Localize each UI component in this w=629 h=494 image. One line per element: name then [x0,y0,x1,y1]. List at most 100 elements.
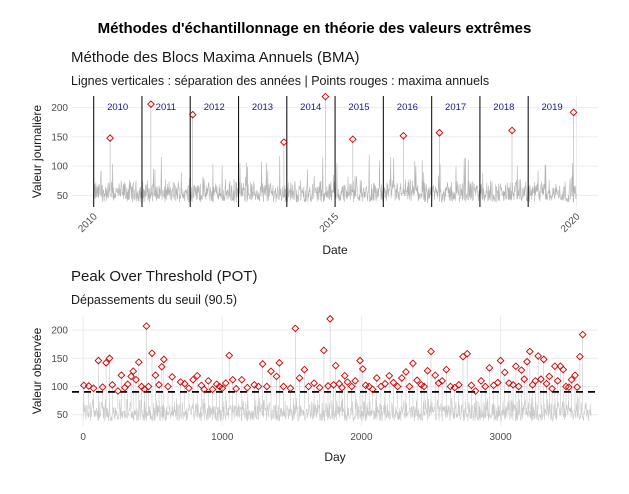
pot-exceedance-point [573,383,582,391]
bma-year-label: 2013 [252,102,273,113]
bma-year-label: 2016 [397,102,418,113]
pot-exceedance-point [243,383,252,392]
pot-exceedance-point [279,382,288,391]
pot-exceedance-point [132,375,140,384]
pot-exceedance-point [250,380,259,389]
pot-exceedance-point [168,373,177,381]
pot-exceedance-point [315,383,324,392]
bma-year-label: 2011 [156,102,176,113]
pot-exceedance-point [176,378,185,386]
pot-exceedance-point [463,349,472,358]
pot-exceedance-point [137,382,146,391]
pot-exceedance-point [338,383,346,392]
pot-exceedance-point [389,378,398,387]
pot-exceedance-point [514,382,523,391]
pot-y-axis-label: Valeur observée [30,327,44,414]
pot-exceedance-point [127,372,136,381]
pot-exceedance-point [218,384,227,393]
bma-year-label: 2014 [300,102,321,113]
pot-exceedance-point [434,379,443,388]
pot-xtick-label: 1000 [211,432,234,443]
pot-exceedance-point [340,371,349,380]
pot-exceedance-point [405,382,414,391]
pot-exceedance-point [553,376,562,385]
pot-xtick-label: 3000 [489,432,512,443]
bma-annual-max-point [106,134,114,142]
pot-exceedance-point [237,375,246,384]
bma-title: Méthode des Blocs Maxima Annuels (BMA) [71,49,360,66]
bma-annual-max-point [399,131,408,140]
bma-annual-max-point [188,110,197,119]
pot-exceedance-point [151,371,160,380]
pot-title: Peak Over Threshold (POT) [71,268,258,285]
bma-xtick-label: 2015 [318,211,342,235]
pot-exceedance-point [343,378,352,386]
pot-exceedance-point [200,385,209,394]
bma-xtick-label: 2010 [76,211,100,235]
bma-ytick-label: 50 [57,191,69,202]
pot-daily-series [82,318,592,423]
pot-exceedance-point [481,382,490,391]
bma-ytick-label: 100 [51,162,68,173]
pot-exceedance-point [295,374,304,382]
pot-x-axis-label: Day [324,450,345,464]
pot-exceedance-point [329,380,338,389]
bma-annual-max-point [321,92,330,101]
pot-exceedance-point [262,382,271,391]
pot-exceedance-point [225,351,234,360]
pot-exceedance-point [331,361,340,370]
bma-annual-max-point [569,108,578,117]
pot-exceedance-point [417,380,426,389]
pot-exceedance-point [361,381,370,390]
pot-exceedance-point [193,371,202,380]
bma-ytick-label: 200 [51,103,68,114]
pot-exceedance-point [189,375,197,384]
pot-exceedance-point [319,346,328,355]
pot-exceedance-point [184,384,193,393]
pot-exceedance-point [157,362,166,371]
pot-exceedance-point [548,384,556,393]
pot-exceedance-point [564,383,573,391]
pot-exceedance-point [164,382,172,391]
pot-exceedance-point [304,382,313,391]
bma-y-axis-label: Valeur journalière [30,105,44,198]
pot-exceedance-point [215,382,224,391]
pot-exceedance-point [98,383,107,391]
pot-exceedance-point [525,347,534,356]
pot-exceedance-point [372,374,381,382]
pot-exceedance-point [208,385,217,394]
pot-exceedance-point [129,367,138,376]
pot-exceedance-point [221,379,230,388]
bma-annual-max-point [348,135,357,144]
bma-ytick-label: 150 [51,132,68,143]
pot-exceedance-point [275,358,284,367]
pot-exceedance-point [578,330,587,339]
pot-exceedance-point [89,384,98,393]
pot-exceedance-point [413,376,421,385]
pot-exceedance-point [477,376,486,385]
bma-year-label: 2018 [493,102,514,113]
pot-exceedance-point [545,372,554,381]
bma-year-label: 2015 [348,102,369,113]
pot-exceedance-point [291,324,300,333]
pot-exceedance-point [576,352,584,361]
pot-exceedance-point [442,365,451,374]
pot-exceedance-point [79,381,88,390]
pot-exceedance-point [567,375,576,384]
bma-year-label: 2010 [107,102,128,113]
pot-exceedance-point [559,365,568,374]
pot-ytick-label: 100 [51,382,68,393]
pot-exceedance-point [523,357,531,366]
pot-xtick-label: 0 [80,432,86,443]
pot-exceedance-point [423,366,432,375]
pot-exceedance-point [431,371,440,380]
pot-exceedance-point [381,379,389,388]
pot-exceedance-point [500,368,509,377]
pot-exceedance-point [393,382,402,391]
pot-exceedance-point [114,387,122,395]
figure-title: Méthodes d'échantillonnage en théorie de… [97,20,532,37]
pot-exceedance-point [324,382,332,390]
pot-exceedance-point [493,378,502,387]
pot-exceedance-point [123,380,132,389]
pot-exceedance-point [326,314,335,323]
